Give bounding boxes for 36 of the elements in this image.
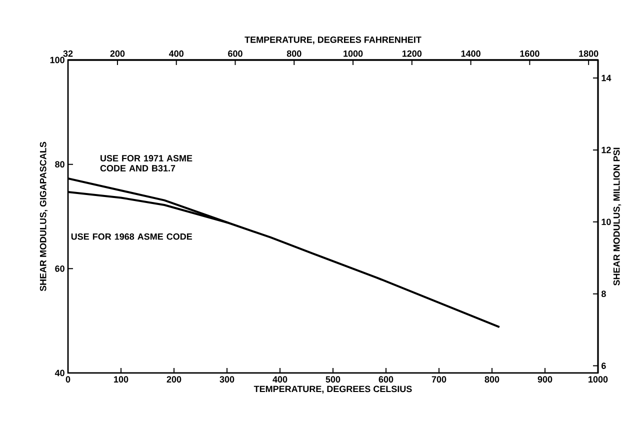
x-tick-label: 900	[538, 376, 552, 383]
x-tick-label: 400	[272, 376, 288, 383]
x-tick-label: 300	[220, 376, 234, 383]
x-tick-label: 1000	[588, 376, 608, 383]
x2-tick-label: 1400	[461, 50, 480, 57]
x-tick-label: 800	[484, 376, 500, 383]
x2-tick-label: 600	[228, 50, 242, 57]
y-tick-label: 80	[55, 161, 64, 168]
y-tick-label: 40	[54, 370, 64, 376]
x-tick-label: 700	[432, 376, 446, 383]
x2-tick-label: 400	[168, 50, 184, 57]
y-axis-title: SHEAR MODULUS, GIGAPASCALS	[40, 142, 48, 292]
y2-tick-label: 14	[602, 74, 612, 82]
y2-tick-label: 6	[602, 362, 606, 369]
x-tick-label: 600	[378, 376, 394, 383]
x2-tick-label: 32	[63, 50, 73, 57]
x2-tick-label: 1600	[520, 50, 540, 57]
x-tick-label: 100	[114, 376, 128, 383]
y-tick-label: 100	[50, 56, 64, 64]
x2-tick-label: 1200	[402, 50, 422, 57]
y2-tick-label: 10	[602, 218, 611, 226]
y2-tick-label: 8	[601, 290, 606, 298]
x-tick-label: 200	[166, 376, 182, 383]
x2-axis-title: TEMPERATURE, DEGREES FAHRENHEIT	[244, 36, 422, 44]
x2-tick-label: 200	[110, 50, 125, 57]
x-axis-title: TEMPERATURE, DEGREES CELSIUS	[254, 386, 412, 394]
y2-tick-label: 12	[602, 146, 611, 154]
x-tick-label: 0	[66, 376, 70, 383]
text: USE FOR 1968 ASME CODE	[71, 233, 192, 240]
x2-tick-label: 1000	[344, 50, 363, 57]
y2-axis-title: SHEAR MODULUS, MILLION PSI	[613, 148, 622, 286]
y-tick-label: 60	[55, 265, 64, 272]
x2-tick-label: 1800	[579, 50, 598, 57]
series-label: USE FOR 1971 ASME CODE AND B31.7	[100, 155, 192, 172]
x2-tick-label: 800	[286, 50, 302, 57]
x-tick-label: 500	[326, 376, 340, 383]
